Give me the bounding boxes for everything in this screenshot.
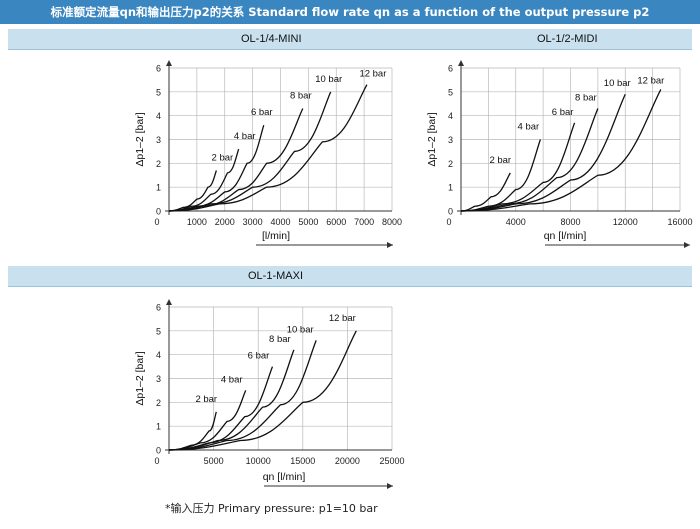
- y-tick-label: 1: [448, 183, 453, 193]
- series-label: 10 bar: [604, 78, 631, 89]
- y-tick-label: 0: [448, 207, 453, 217]
- series-label: 8 bar: [575, 93, 597, 104]
- y-tick-label: 4: [448, 111, 453, 121]
- series-curve: [168, 125, 265, 212]
- y-tick-label: 5: [156, 326, 161, 336]
- series-label: 8 bar: [290, 91, 312, 102]
- x-tick-label: 4000: [506, 217, 526, 227]
- y-tick-label: 4: [156, 350, 161, 360]
- series-curve: [168, 330, 357, 451]
- series-label: 6 bar: [552, 107, 574, 118]
- x-tick-label: 25000: [379, 456, 404, 466]
- series-curve: [168, 91, 332, 212]
- series-label: 4 bar: [518, 122, 540, 133]
- series-curve: [460, 93, 626, 212]
- x-tick-label: 8000: [560, 217, 580, 227]
- y-tick-label: 4: [156, 111, 161, 121]
- x-tick-label: 0: [154, 456, 159, 466]
- series-curve: [168, 148, 240, 212]
- footnote: *输入压力 Primary pressure: p1=10 bar: [165, 502, 378, 515]
- series-curve: [168, 390, 247, 451]
- series-label: 4 bar: [234, 131, 256, 142]
- chart-mini: [165, 60, 393, 248]
- x-tick-label: 16000: [667, 217, 692, 227]
- y-tick-label: 6: [156, 303, 161, 313]
- x-tick-label: 0: [446, 217, 451, 227]
- page-title: 标准额定流量qn和输出压力p2的关系 Standard flow rate qn…: [0, 0, 700, 24]
- x-tick-label: 4000: [270, 217, 290, 227]
- y-tick-label: 5: [156, 87, 161, 97]
- x-label-arrow-head: [387, 242, 393, 248]
- series-curve: [168, 170, 217, 212]
- y-axis-label: Δp1–2 [bar]: [134, 351, 146, 405]
- x-tick-label: 1000: [187, 217, 207, 227]
- chart-title-mini: OL-1/4-MINI: [241, 33, 302, 45]
- series-curve: [168, 84, 368, 212]
- x-tick-label: 2000: [215, 217, 235, 227]
- y-tick-label: 6: [448, 64, 453, 74]
- chart-title-midi: OL-1/2-MIDI: [537, 33, 598, 45]
- y-axis-arrow: [166, 60, 172, 66]
- series-curve: [460, 89, 662, 212]
- chart-band-top: [8, 29, 692, 50]
- series-label: 8 bar: [269, 334, 291, 345]
- y-axis-arrow: [458, 60, 464, 66]
- series-curve: [168, 411, 217, 451]
- y-tick-label: 0: [156, 446, 161, 456]
- series-label: 2 bar: [489, 155, 511, 166]
- x-tick-label: 3000: [243, 217, 263, 227]
- chart-maxi: [165, 299, 393, 489]
- series-label: 6 bar: [248, 351, 270, 362]
- series-label: 12 bar: [329, 313, 356, 324]
- series-label: 10 bar: [287, 324, 314, 335]
- x-tick-label: 15000: [290, 456, 315, 466]
- chart-band-bottom: [8, 266, 692, 287]
- series-label: 2 bar: [212, 152, 234, 163]
- y-tick-label: 2: [448, 159, 453, 169]
- y-axis-label: Δp1–2 [bar]: [426, 112, 438, 166]
- y-tick-label: 2: [156, 159, 161, 169]
- series-label: 10 bar: [315, 74, 342, 85]
- series-label: 12 bar: [637, 75, 664, 86]
- series-curve: [460, 172, 511, 212]
- series-curve: [168, 349, 295, 451]
- x-tick-label: 5000: [298, 217, 318, 227]
- x-axis-label: [l/min]: [262, 230, 290, 242]
- x-tick-label: 5000: [204, 456, 224, 466]
- y-tick-label: 5: [448, 87, 453, 97]
- x-axis-label: qn [l/min]: [263, 471, 306, 483]
- y-axis-arrow: [166, 299, 172, 305]
- y-tick-label: 1: [156, 422, 161, 432]
- x-tick-label: 7000: [354, 217, 374, 227]
- x-tick-label: 0: [154, 217, 159, 227]
- series-label: 4 bar: [221, 374, 243, 385]
- x-label-arrow-head: [684, 242, 690, 248]
- x-tick-label: 20000: [335, 456, 360, 466]
- series-curve: [460, 122, 576, 212]
- x-tick-label: 12000: [613, 217, 638, 227]
- y-tick-label: 3: [156, 374, 161, 384]
- y-tick-label: 6: [156, 64, 161, 74]
- x-axis-label: qn [l/min]: [544, 230, 587, 242]
- chart-midi: [457, 60, 690, 248]
- series-label: 12 bar: [359, 69, 386, 80]
- y-axis-label: Δp1–2 [bar]: [134, 112, 146, 166]
- series-curve: [168, 340, 317, 451]
- series-label: 2 bar: [195, 394, 217, 405]
- y-tick-label: 3: [156, 135, 161, 145]
- x-tick-label: 8000: [382, 217, 402, 227]
- series-label: 6 bar: [251, 107, 273, 118]
- y-tick-label: 0: [156, 207, 161, 217]
- x-tick-label: 6000: [326, 217, 346, 227]
- y-tick-label: 2: [156, 398, 161, 408]
- chart-title-maxi: OL-1-MAXI: [248, 270, 304, 282]
- series-curve: [460, 139, 542, 212]
- x-tick-label: 10000: [246, 456, 271, 466]
- y-tick-label: 3: [448, 135, 453, 145]
- y-tick-label: 1: [156, 183, 161, 193]
- x-label-arrow-head: [387, 483, 393, 489]
